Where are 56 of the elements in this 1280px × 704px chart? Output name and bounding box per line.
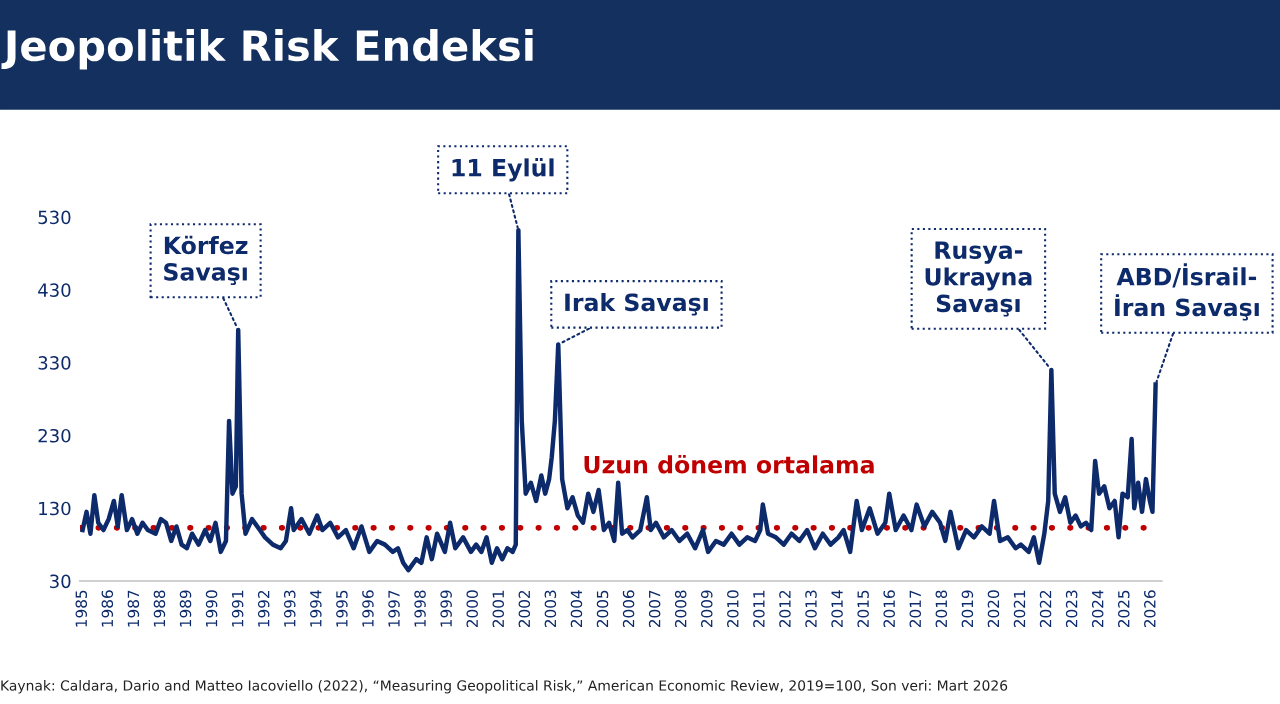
x-tick-label: 2020 bbox=[987, 590, 1000, 628]
x-tick-label: 2013 bbox=[805, 590, 817, 628]
x-tick-label: 2011 bbox=[753, 590, 765, 628]
y-tick-label: 530 bbox=[38, 210, 71, 225]
x-tick-label: 1997 bbox=[388, 590, 400, 627]
x-tick-label: 2026 bbox=[1144, 590, 1156, 628]
x-tick-label: 1986 bbox=[101, 590, 114, 627]
x-tick-label: 1996 bbox=[362, 590, 374, 627]
x-tick-label: 1990 bbox=[205, 590, 218, 627]
x-tick-label: 2004 bbox=[570, 590, 583, 628]
x-tick-label: 2009 bbox=[700, 590, 713, 628]
x-tick-label: 2025 bbox=[1117, 590, 1130, 628]
y-tick-label: 430 bbox=[38, 283, 71, 297]
y-tick-label: 230 bbox=[38, 428, 71, 443]
x-tick-label: 2002 bbox=[518, 590, 531, 628]
x-tick-label: 2016 bbox=[883, 590, 895, 628]
x-tick-label: 1999 bbox=[440, 590, 452, 627]
x-tick-label: 2022 bbox=[1039, 590, 1052, 628]
x-tick-label: 1989 bbox=[179, 590, 192, 627]
x-tick-label: 2024 bbox=[1091, 590, 1104, 628]
x-tick-label: 1994 bbox=[310, 590, 322, 627]
annotation: Irak Savaşı bbox=[565, 292, 708, 316]
x-tick-label: 2017 bbox=[909, 590, 922, 628]
x-tick-label: 2010 bbox=[727, 590, 739, 628]
y-tick-label: 30 bbox=[50, 574, 71, 589]
x-tick-label: 1985 bbox=[75, 590, 88, 627]
x-tick-label: 2023 bbox=[1065, 590, 1078, 628]
x-tick-label: 1995 bbox=[336, 590, 348, 627]
x-tick-label: 2015 bbox=[857, 590, 869, 628]
x-tick-label: 2005 bbox=[596, 590, 609, 628]
x-tick-label: 2019 bbox=[961, 590, 974, 628]
x-tick-label: 2008 bbox=[674, 590, 687, 628]
x-tick-label: 2021 bbox=[1013, 590, 1026, 628]
annotation: 11 Eylül bbox=[452, 158, 554, 182]
x-tick-label: 2012 bbox=[779, 590, 791, 628]
x-tick-label: 1993 bbox=[283, 590, 296, 627]
x-tick-label: 1992 bbox=[257, 590, 270, 627]
x-tick-label: 2006 bbox=[622, 590, 635, 628]
x-tick-label: 2007 bbox=[648, 590, 661, 628]
y-tick-label: 330 bbox=[38, 356, 71, 370]
ref-line-label: Uzun dönem ortalama bbox=[584, 454, 874, 474]
x-tick-label: 1988 bbox=[153, 590, 166, 627]
y-tick-label: 130 bbox=[39, 501, 71, 516]
x-tick-label: 2003 bbox=[544, 590, 557, 628]
x-tick-label: 2000 bbox=[466, 590, 478, 628]
annotation: Rusya- Ukrayna Savaşı bbox=[925, 241, 1032, 317]
x-tick-label: 2001 bbox=[492, 590, 505, 628]
annotation: ABD/İsrail- İran Savaşı bbox=[1115, 263, 1259, 321]
x-tick-label: 1987 bbox=[127, 590, 140, 627]
x-tick-label: 2014 bbox=[831, 590, 843, 628]
x-tick-label: 1998 bbox=[414, 590, 426, 627]
chart-title: Jeopolitik Risk Endeksi bbox=[1, 29, 533, 70]
x-tick-label: 2018 bbox=[935, 590, 948, 628]
text: Kaynak: Caldara, Dario and Matteo Iacoviello (2022), “Measuring Geopolitical Risk,” American Economic Review, 2019=100, Son veri: Mart 2026 bbox=[1, 680, 1008, 694]
annotation: Körfez Savaşı bbox=[164, 235, 248, 286]
x-tick-label: 1991 bbox=[231, 590, 244, 627]
